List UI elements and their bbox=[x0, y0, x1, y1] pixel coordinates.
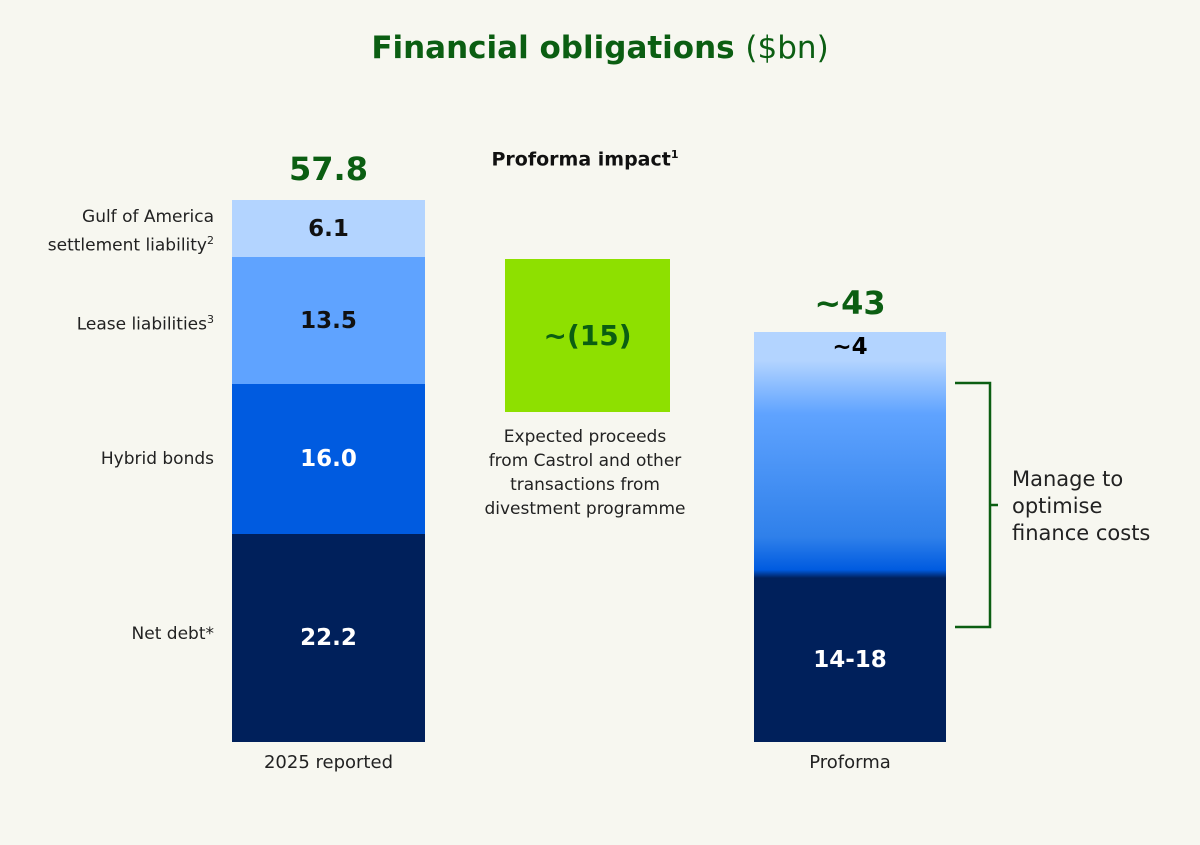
segment-value-label: 16.0 bbox=[300, 445, 357, 472]
bar-segment: 22.2 bbox=[232, 533, 425, 742]
caption-line: transactions from bbox=[510, 475, 660, 495]
caption-line: divestment programme bbox=[484, 499, 686, 519]
chart-title: Financial obligations ($bn) bbox=[371, 30, 829, 66]
category-label: Lease liabilities3 bbox=[76, 313, 214, 336]
bar-segment: 13.5 bbox=[232, 257, 425, 384]
x-label-2025: 2025 reported bbox=[263, 752, 393, 773]
bracket bbox=[955, 381, 998, 629]
segment-value-label: 22.2 bbox=[300, 624, 357, 651]
impact-caption: Expected proceeds from Castrol and other… bbox=[440, 425, 730, 521]
category-label: Net debt* bbox=[131, 624, 214, 644]
bar-segment: 16.0 bbox=[232, 383, 425, 534]
total-label-2025: 57.8 bbox=[289, 150, 368, 188]
segment-label-top: ~4 bbox=[832, 334, 868, 360]
total-label-proforma: ~43 bbox=[814, 284, 886, 322]
category-label: Hybrid bonds bbox=[100, 448, 214, 469]
segment-value-label: 13.5 bbox=[300, 307, 357, 334]
caption-line: Expected proceeds bbox=[503, 427, 667, 447]
x-label-proforma: Proforma bbox=[809, 752, 891, 773]
impact-heading: Proforma impact1 bbox=[491, 148, 679, 171]
annotation-line: optimise bbox=[1012, 494, 1103, 518]
annotation-line: Manage to bbox=[1012, 467, 1124, 491]
segment-label-bottom: 14-18 bbox=[813, 646, 887, 673]
segment-value-label: 6.1 bbox=[308, 215, 349, 242]
impact-box: ~(15) bbox=[505, 259, 670, 412]
category-label: Gulf of America settlement liability2 bbox=[47, 206, 214, 256]
impact-value: ~(15) bbox=[543, 319, 632, 352]
annotation-line: finance costs bbox=[1012, 521, 1151, 545]
bar-proforma: ~4 14-18 bbox=[754, 332, 946, 742]
bar-segment: 6.1 bbox=[232, 200, 425, 258]
caption-line: from Castrol and other bbox=[488, 451, 682, 471]
annotation: Manage to optimise finance costs bbox=[1012, 466, 1150, 547]
bar-2025-reported: 22.2 16.0 13.5 6.1 bbox=[232, 200, 425, 742]
